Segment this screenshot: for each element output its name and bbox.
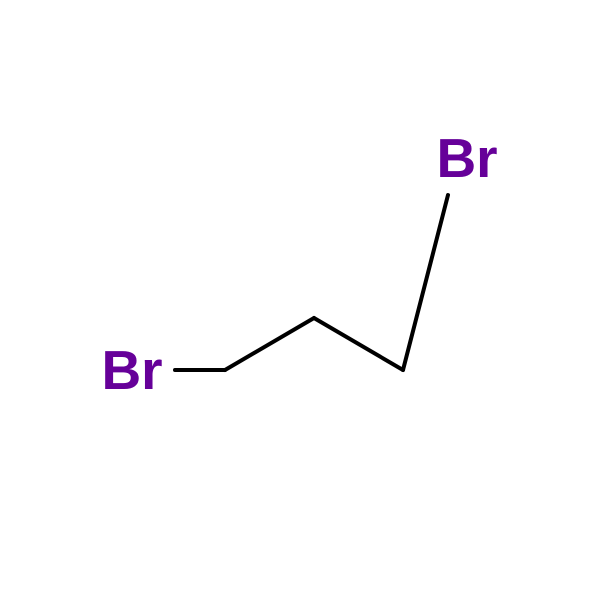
bond — [225, 318, 314, 370]
atom-br-right: Br — [436, 126, 497, 190]
bond — [403, 195, 448, 370]
bond-layer — [0, 0, 600, 600]
molecule-diagram: Br Br — [0, 0, 600, 600]
bond — [314, 318, 403, 370]
atom-br-left: Br — [101, 338, 162, 402]
